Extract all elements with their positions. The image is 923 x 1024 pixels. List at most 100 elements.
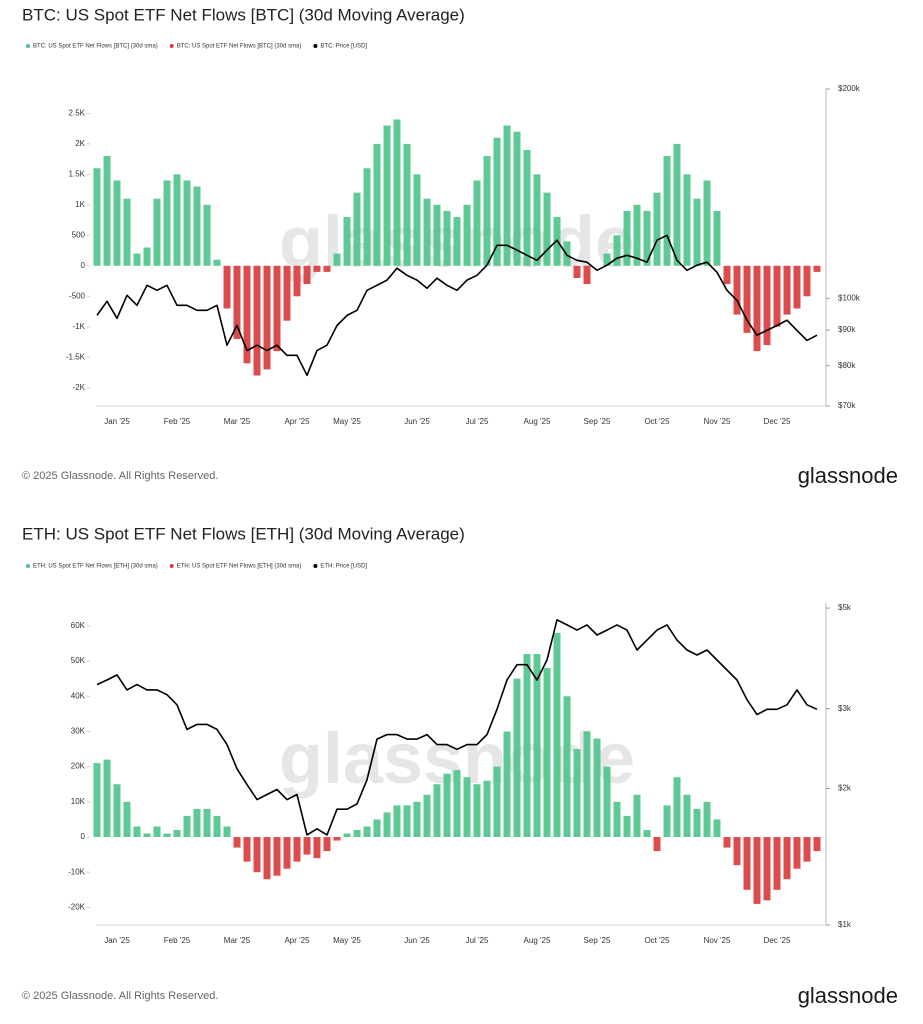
bar [453, 217, 461, 266]
bar [573, 749, 581, 838]
x-tick-label: Mar '25 [224, 936, 251, 945]
bar [603, 766, 611, 838]
copyright: © 2025 Glassnode. All Rights Reserved. [22, 470, 218, 482]
x-tick-label: Apr '25 [284, 417, 310, 426]
chart-title: BTC: US Spot ETF Net Flows [BTC] (30d Mo… [22, 5, 465, 24]
bar [503, 125, 511, 266]
bar [633, 204, 641, 266]
bar [643, 829, 651, 838]
bar [193, 186, 201, 266]
bar [333, 253, 341, 266]
bar [623, 210, 631, 266]
bar [583, 265, 591, 285]
legend-swatch [313, 44, 318, 48]
bar [763, 837, 771, 901]
bar [263, 837, 271, 880]
bar [93, 763, 101, 838]
bar [393, 119, 401, 266]
y-tick-label: -2K [73, 383, 86, 392]
legend-label: BTC: US Spot ETF Net Flows [BTC] (30d sm… [33, 44, 158, 50]
bar [143, 833, 151, 838]
brand-logo: glassnode [798, 983, 898, 1008]
y-tick-label: 2K [75, 139, 85, 148]
y-tick-label: 1.5K [69, 169, 86, 178]
bar [713, 210, 721, 266]
bar [433, 204, 441, 266]
x-tick-label: Nov '25 [704, 936, 731, 945]
bar [733, 837, 741, 866]
bar [443, 210, 451, 266]
legend-swatch [26, 44, 30, 48]
x-tick-label: Aug '25 [524, 936, 551, 945]
y-tick-label: -1.5K [66, 352, 86, 361]
bar [773, 837, 781, 890]
bar [253, 837, 261, 873]
x-tick-label: Dec '25 [764, 936, 791, 945]
x-tick-label: Feb '25 [164, 417, 191, 426]
legend-label: ETH: US Spot ETF Net Flows [ETH] (30d sm… [33, 564, 158, 570]
x-tick-label: Jan '25 [104, 936, 130, 945]
y-tick-label: -10K [68, 867, 86, 876]
y-tick-label: -1K [73, 322, 86, 331]
y-tick-label: 0 [81, 832, 86, 841]
bar [493, 766, 501, 838]
bar [223, 826, 231, 838]
bar [383, 812, 391, 838]
bar [323, 837, 331, 852]
bar [183, 815, 191, 838]
y-tick-label: 40K [71, 691, 86, 700]
y-tick-label: 10K [71, 797, 86, 806]
x-tick-label: Nov '25 [704, 417, 731, 426]
bar [363, 826, 371, 838]
bar [523, 654, 531, 838]
bar [713, 819, 721, 838]
y2-tick-label: $1k [838, 920, 852, 929]
bar [763, 265, 771, 346]
bar [663, 805, 671, 838]
x-tick-label: Aug '25 [524, 417, 551, 426]
x-tick-label: Jun '25 [404, 936, 430, 945]
bar [223, 265, 231, 309]
legend-swatch [169, 44, 174, 48]
y-tick-label: -500 [69, 291, 86, 300]
bar [403, 143, 411, 266]
legend-swatch [169, 564, 174, 568]
bar [703, 180, 711, 266]
bar [323, 265, 331, 272]
x-tick-label: Sep '25 [584, 936, 611, 945]
bar [433, 784, 441, 838]
bar [203, 204, 211, 266]
bar [443, 773, 451, 838]
bar [493, 137, 501, 266]
bar [653, 837, 661, 852]
bar [743, 837, 751, 890]
bar [753, 837, 761, 904]
bar [403, 805, 411, 838]
bar [283, 265, 291, 321]
bar [483, 780, 491, 838]
bar [483, 156, 491, 266]
bar [743, 265, 751, 333]
bar [653, 192, 661, 266]
bar [363, 168, 371, 266]
x-tick-label: Oct '25 [644, 417, 670, 426]
bar [113, 180, 121, 266]
bar [453, 770, 461, 838]
bar [183, 180, 191, 266]
bar [783, 265, 791, 315]
chart-title: ETH: US Spot ETF Net Flows [ETH] (30d Mo… [22, 524, 465, 543]
bar [123, 198, 131, 266]
y2-tick-label: $100k [838, 293, 861, 302]
legend-label: ETH: US Spot ETF Net Flows [ETH] (30d sm… [177, 564, 302, 570]
bar [643, 210, 651, 266]
bar [413, 801, 421, 838]
bar [423, 794, 431, 838]
bar [353, 192, 361, 266]
bar [343, 833, 351, 838]
y2-tick-label: $3k [838, 704, 852, 713]
bar [373, 143, 381, 266]
bar [283, 837, 291, 869]
bar [663, 156, 671, 266]
x-tick-label: May '25 [333, 936, 361, 945]
bar [683, 794, 691, 838]
